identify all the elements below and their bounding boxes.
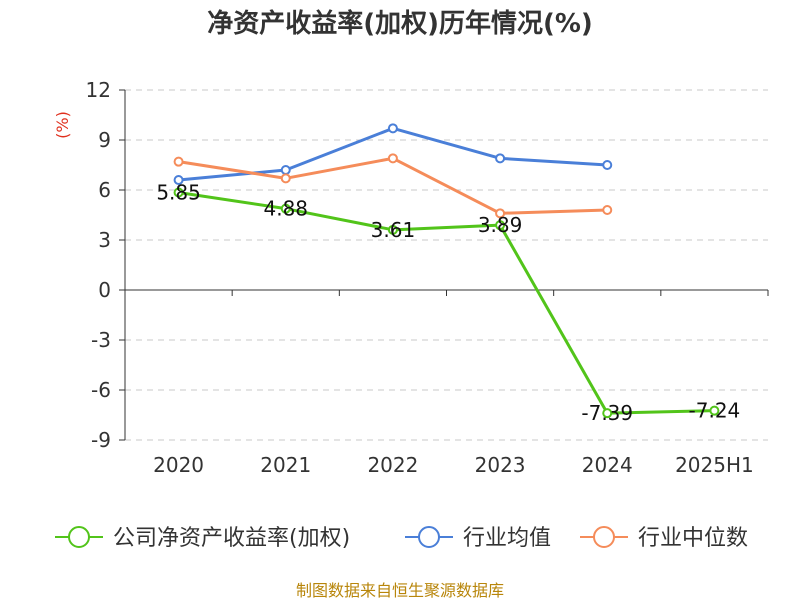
axes: 12 9 6 3 0 -3 -6 -9 2020 2021 2022 2023 2024 2025H1 xyxy=(86,78,769,477)
data-point xyxy=(709,405,720,416)
data-point xyxy=(602,160,613,170)
legend-swatch-marker xyxy=(418,526,440,548)
chart-title: 净资产收益率(加权)历年情况(%) xyxy=(207,8,593,39)
legend-label: 公司净资产收益率(加权) xyxy=(113,526,350,551)
data-labels: 5.85 4.88 3.61 3.89 -7.39 -7.24 xyxy=(156,181,740,426)
data-point xyxy=(387,153,398,164)
x-tick-label: 2021 xyxy=(260,453,311,477)
legend-swatch-marker xyxy=(593,526,615,548)
data-point xyxy=(602,205,613,215)
x-tick-label: 2024 xyxy=(582,453,633,477)
y-tick-label: 12 xyxy=(86,78,111,102)
data-label: 4.88 xyxy=(263,197,308,221)
source-note: 制图数据来自恒生聚源数据库 xyxy=(296,581,504,600)
x-tick-label: 2020 xyxy=(153,453,204,477)
data-point xyxy=(280,173,291,184)
data-point xyxy=(173,156,184,167)
x-tick-label: 2023 xyxy=(475,453,526,477)
y-tick-label: -3 xyxy=(91,328,111,352)
y-axis-unit: (%) xyxy=(53,111,72,139)
data-point xyxy=(280,165,291,175)
y-tick-label: 3 xyxy=(98,228,111,252)
y-tick-label: 9 xyxy=(98,128,111,152)
data-label: -7.39 xyxy=(581,401,633,425)
data-point xyxy=(495,220,506,231)
data-label: 5.85 xyxy=(156,181,201,205)
y-tick-label: 6 xyxy=(98,178,111,202)
data-point xyxy=(495,208,506,219)
y-tick-label: 0 xyxy=(98,278,111,302)
legend-label: 行业均值 xyxy=(463,526,551,551)
legend: 公司净资产收益率(加权) 行业均值 行业中位数 xyxy=(55,526,748,551)
y-tick-label: -6 xyxy=(91,378,111,402)
x-tick-label: 2025H1 xyxy=(675,453,754,477)
y-tick-label: -9 xyxy=(91,428,111,452)
data-point xyxy=(495,153,506,164)
data-point xyxy=(602,408,613,419)
series-line xyxy=(178,156,608,215)
legend-swatch-marker xyxy=(68,526,90,548)
data-label: -7.24 xyxy=(689,399,741,423)
data-label: 3.61 xyxy=(371,218,416,242)
data-point xyxy=(173,187,184,198)
data-point xyxy=(387,123,398,134)
series-line xyxy=(178,191,715,415)
data-label: 3.89 xyxy=(478,213,523,237)
gridlines xyxy=(125,89,768,441)
x-tick-label: 2022 xyxy=(367,453,418,477)
data-point xyxy=(173,175,184,185)
data-point xyxy=(387,224,398,235)
series-lines xyxy=(173,123,720,419)
legend-label: 行业中位数 xyxy=(638,526,748,551)
data-point xyxy=(280,203,291,214)
